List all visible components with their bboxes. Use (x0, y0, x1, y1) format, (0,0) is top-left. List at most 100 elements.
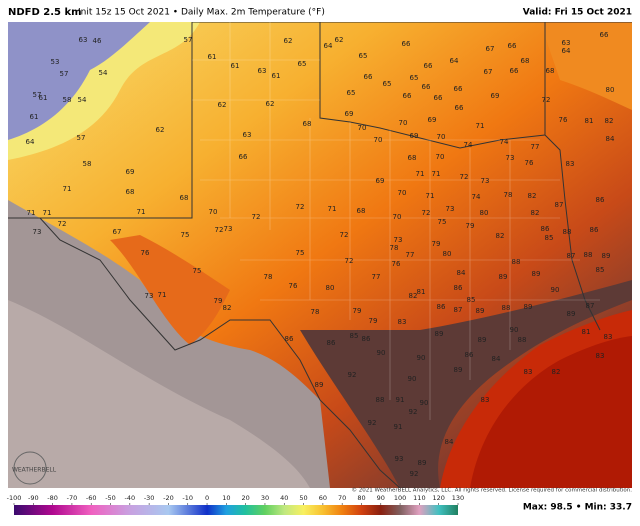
temp-label: 66 (402, 40, 411, 48)
temp-label: 69 (491, 92, 500, 100)
temp-label: 65 (298, 60, 307, 68)
temp-label: 89 (532, 270, 541, 278)
temp-label: 72 (340, 231, 349, 239)
temp-label: 66 (424, 62, 433, 70)
temp-label: 92 (409, 408, 418, 416)
temp-label: 82 (223, 304, 232, 312)
temp-label: 57 (60, 70, 69, 78)
temp-label: 89 (602, 252, 611, 260)
temp-label: 78 (264, 273, 273, 281)
temp-label: 73 (446, 205, 455, 213)
temp-label: 71 (426, 192, 435, 200)
temp-label: 86 (285, 335, 294, 343)
temp-label: 71 (158, 291, 167, 299)
temp-label: 69 (428, 116, 437, 124)
temp-label: 61 (231, 62, 240, 70)
temp-label: 65 (347, 89, 356, 97)
temp-label: 66 (422, 83, 431, 91)
temp-label: 79 (466, 222, 475, 230)
temp-label: 61 (39, 94, 48, 102)
temp-label: 76 (559, 116, 568, 124)
temp-label: 66 (454, 85, 463, 93)
temp-label: 91 (394, 423, 403, 431)
temp-label: 71 (328, 205, 337, 213)
temp-label: 86 (454, 284, 463, 292)
colorbar-tick-label: -70 (67, 494, 78, 502)
temp-label: 72 (460, 173, 469, 181)
temp-label: 80 (606, 86, 615, 94)
description: Init 15z 15 Oct 2021 • Daily Max. 2m Tem… (78, 8, 325, 18)
temp-label: 75 (296, 249, 305, 257)
colorbar (14, 505, 458, 515)
temp-label: 71 (416, 170, 425, 178)
temp-label: 73 (33, 228, 42, 236)
temp-label: 62 (335, 36, 344, 44)
temp-label: 68 (357, 207, 366, 215)
colorbar-tick-label: 30 (261, 494, 269, 502)
temp-label: 88 (376, 396, 385, 404)
temp-label: 84 (457, 269, 466, 277)
temp-label: 82 (409, 292, 418, 300)
temp-label: 83 (566, 160, 575, 168)
temp-label: 82 (552, 368, 561, 376)
temp-label: 75 (181, 231, 190, 239)
temp-label: 72 (345, 257, 354, 265)
temp-label: 68 (303, 120, 312, 128)
temp-label: 83 (481, 396, 490, 404)
temp-label: 73 (481, 177, 490, 185)
logo: WEATHERBELL (12, 451, 57, 485)
temp-label: 70 (398, 189, 407, 197)
temp-label: 88 (518, 336, 527, 344)
temp-label: 92 (368, 419, 377, 427)
temp-label: 65 (383, 80, 392, 88)
temp-label: 86 (541, 225, 550, 233)
temp-label: 82 (605, 117, 614, 125)
temp-label: 68 (546, 67, 555, 75)
temp-label: 76 (289, 282, 298, 290)
stats: Max: 98.5 • Min: 33.7 (523, 503, 632, 513)
colorbar-tick-label: -100 (7, 494, 22, 502)
temp-label: 62 (266, 100, 275, 108)
temp-label: 64 (324, 42, 333, 50)
temp-label: 83 (604, 333, 613, 341)
temp-label: 74 (500, 138, 509, 146)
colorbar-tick-label: -80 (47, 494, 58, 502)
temp-label: 68 (180, 194, 189, 202)
temp-label: 61 (208, 53, 217, 61)
colorbar-tick-label: 40 (280, 494, 288, 502)
temp-label: 79 (214, 297, 223, 305)
temp-label: 72 (296, 203, 305, 211)
temp-label: 81 (582, 328, 591, 336)
temp-label: 90 (377, 349, 386, 357)
temp-label: 74 (464, 141, 473, 149)
temp-label: 73 (506, 154, 515, 162)
temp-label: 79 (353, 307, 362, 315)
temp-label: 76 (392, 260, 401, 268)
temp-label: 66 (364, 73, 373, 81)
temp-label: 64 (26, 138, 35, 146)
temp-label: 61 (30, 113, 39, 121)
temp-label: 67 (484, 68, 493, 76)
temp-label: 77 (372, 273, 381, 281)
temp-label: 63 (243, 131, 252, 139)
temp-label: 88 (563, 228, 572, 236)
temp-label: 67 (486, 45, 495, 53)
colorbar-tick-label: 10 (222, 494, 230, 502)
temp-label: 86 (590, 226, 599, 234)
temp-label: 83 (596, 352, 605, 360)
temp-label: 70 (209, 208, 218, 216)
colorbar-tick-label: -20 (163, 494, 174, 502)
temp-label: 72 (215, 226, 224, 234)
temp-label: 57 (184, 36, 193, 44)
temp-label: 89 (454, 366, 463, 374)
temp-label: 71 (476, 122, 485, 130)
temp-label: 86 (327, 339, 336, 347)
county-lines (192, 22, 600, 420)
temp-label: 86 (596, 196, 605, 204)
temp-label: 84 (492, 355, 501, 363)
temp-label: 70 (437, 133, 446, 141)
temp-label: 72 (542, 96, 551, 104)
temp-label: 71 (27, 209, 36, 217)
temp-label: 70 (358, 124, 367, 132)
